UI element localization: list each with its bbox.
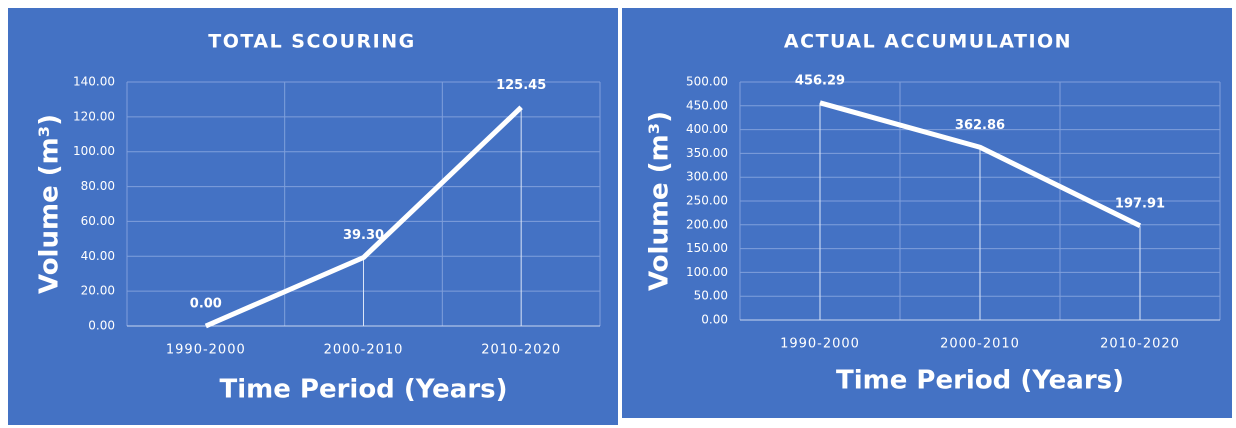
y-tick-label: 50.00 <box>694 289 728 303</box>
x-tick-label: 2010-2020 <box>481 343 561 358</box>
y-tick-label: 300.00 <box>686 170 728 184</box>
y-tick-label: 150.00 <box>686 241 728 255</box>
x-tick-label: 2010-2020 <box>1100 337 1180 352</box>
y-tick-label: 400.00 <box>686 122 728 136</box>
y-tick-label: 250.00 <box>686 194 728 208</box>
data-label: 362.86 <box>955 118 1005 133</box>
y-axis-label: Volume (m³) <box>645 111 675 291</box>
y-tick-label: 0.00 <box>88 319 115 333</box>
y-tick-label: 500.00 <box>686 75 728 89</box>
y-tick-label: 100.00 <box>73 144 115 158</box>
y-tick-label: 40.00 <box>81 249 115 263</box>
line <box>819 100 1142 229</box>
data-label: 125.45 <box>496 78 546 93</box>
y-tick-label: 100.00 <box>686 265 728 279</box>
panel <box>8 8 618 425</box>
y-tick-label: 450.00 <box>686 98 728 112</box>
y-tick-label: 20.00 <box>81 284 115 298</box>
y-tick-label: 140.00 <box>73 75 115 89</box>
x-tick-label: 1990-2000 <box>780 337 860 352</box>
y-axis-label: Volume (m³) <box>35 114 65 294</box>
x-tick-label: 1990-2000 <box>166 343 246 358</box>
y-tick-label: 120.00 <box>73 109 115 123</box>
y-tick-label: 0.00 <box>701 313 728 327</box>
x-axis-label: Time Period (Years) <box>219 375 507 405</box>
data-label: 0.00 <box>190 297 222 312</box>
data-label: 39.30 <box>343 228 384 243</box>
panel <box>622 8 1232 418</box>
data-label: 197.91 <box>1115 196 1165 211</box>
y-tick-label: 60.00 <box>81 214 115 228</box>
chart-title: TOTAL SCOURING <box>208 31 415 53</box>
y-tick-label: 350.00 <box>686 146 728 160</box>
x-tick-label: 2000-2010 <box>940 337 1020 352</box>
chart-title: ACTUAL ACCUMULATION <box>784 31 1072 53</box>
data-label: 456.29 <box>795 73 845 88</box>
y-tick-label: 200.00 <box>686 217 728 231</box>
line <box>204 105 523 329</box>
x-tick-label: 2000-2010 <box>324 343 404 358</box>
x-axis-label: Time Period (Years) <box>836 366 1124 396</box>
y-tick-label: 80.00 <box>81 179 115 193</box>
